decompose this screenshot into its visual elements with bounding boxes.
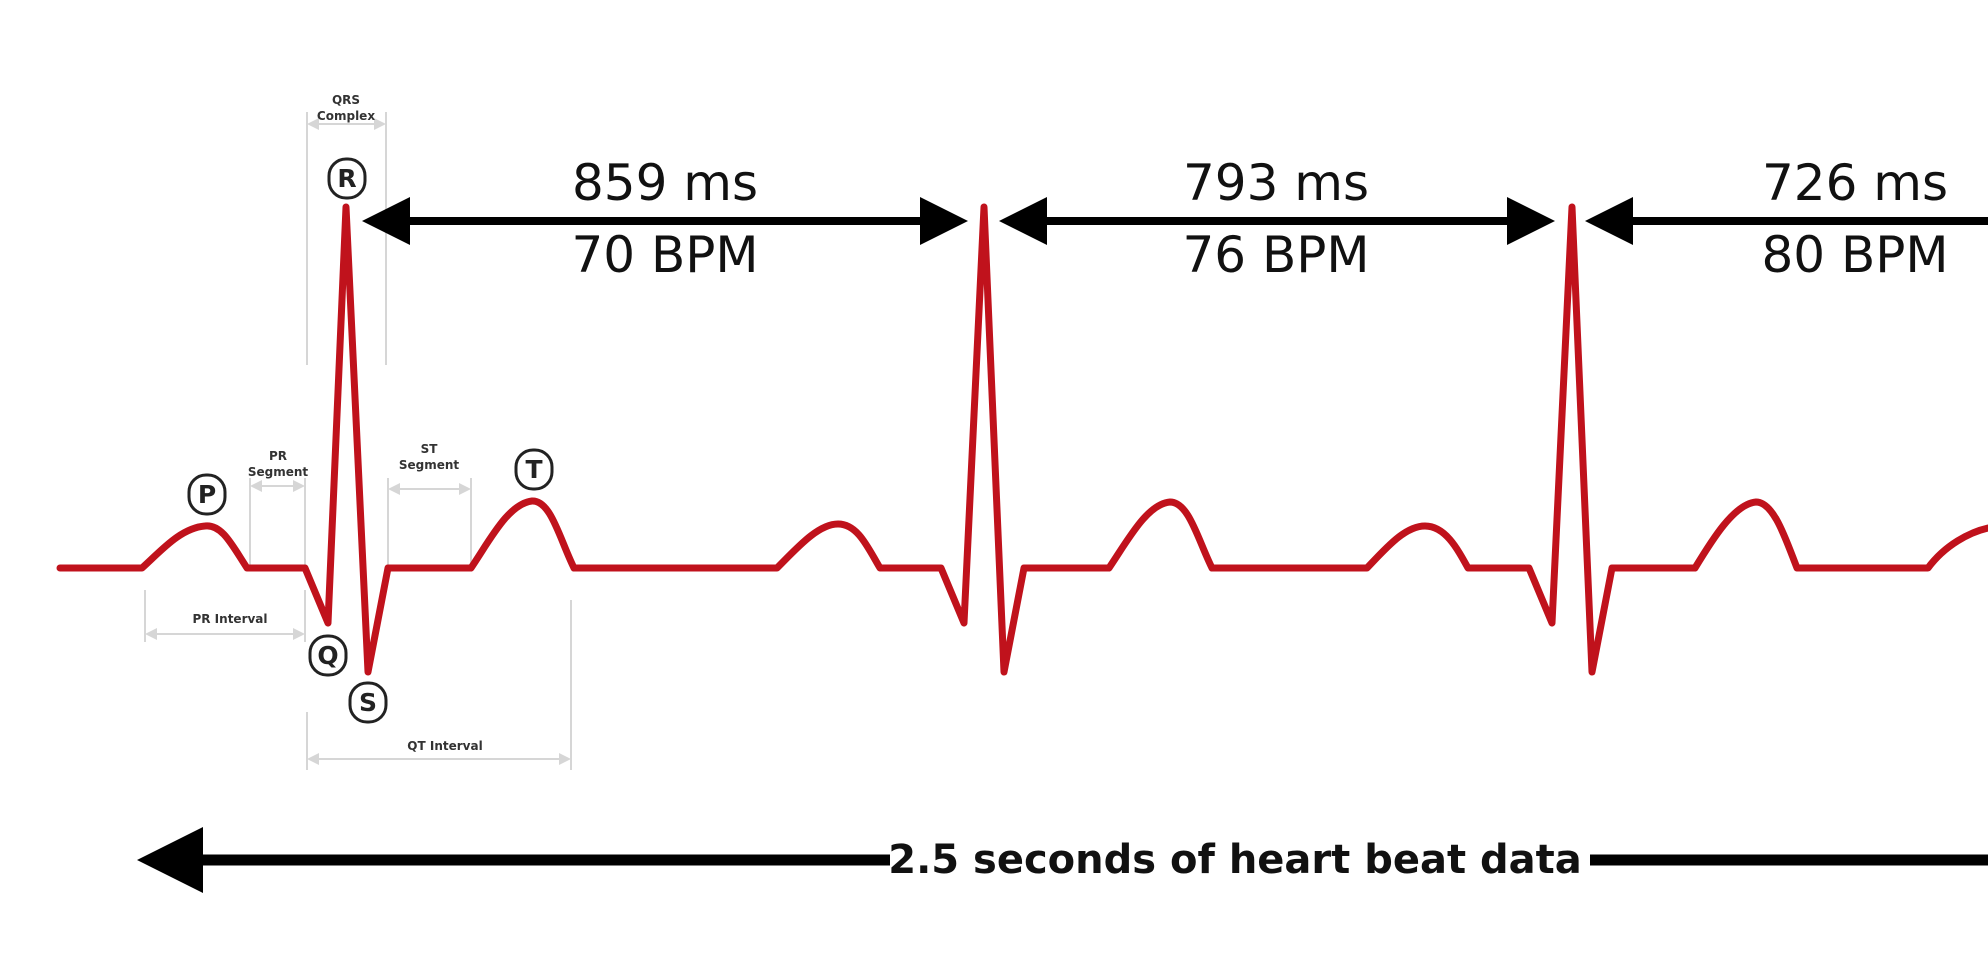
wave-labels: P R T Q S	[187, 157, 554, 724]
svg-text:S: S	[359, 688, 377, 717]
annotation-labels: QRS Complex PR Segment ST Segment PR Interv…	[192, 93, 482, 753]
rr-bpm-3: 80 BPM	[1761, 226, 1948, 284]
svg-text:R: R	[337, 164, 356, 193]
duration-caption: 2.5 seconds of heart beat data	[888, 837, 1581, 883]
rr-ms-1: 859 ms	[572, 154, 758, 212]
t-wave-badge: T	[514, 448, 554, 491]
rr-bpm-1: 70 BPM	[571, 226, 758, 284]
qt-interval-label: QT Interval	[407, 739, 482, 753]
st-segment-label: ST Segment	[399, 442, 460, 472]
rr-ms-3: 726 ms	[1762, 154, 1948, 212]
qrs-complex-label: QRS Complex	[317, 93, 375, 123]
svg-text:T: T	[525, 455, 542, 484]
s-wave-badge: S	[348, 681, 388, 724]
duration-footer: 2.5 seconds of heart beat data	[137, 827, 1988, 893]
pr-interval-label: PR Interval	[192, 612, 267, 626]
rr-intervals: 859 ms 70 BPM 793 ms 76 BPM 726 ms 80 BP…	[362, 154, 1988, 284]
q-wave-badge: Q	[308, 634, 348, 677]
pr-segment-label: PR Segment	[248, 449, 309, 479]
ecg-trace	[56, 203, 1988, 676]
annotation-guides	[144, 112, 572, 770]
p-wave-badge: P	[187, 473, 227, 516]
svg-text:Q: Q	[317, 641, 338, 670]
svg-text:P: P	[198, 480, 216, 509]
r-wave-badge: R	[327, 157, 367, 200]
rr-ms-2: 793 ms	[1183, 154, 1369, 212]
rr-bpm-2: 76 BPM	[1182, 226, 1369, 284]
